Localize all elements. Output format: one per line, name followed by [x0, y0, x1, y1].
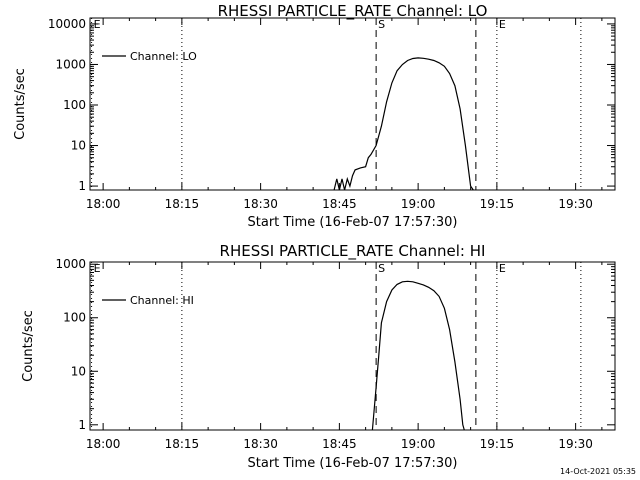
x-axis-label: Start Time (16-Feb-07 17:57:30): [248, 456, 458, 471]
x-tick-label: 19:30: [558, 197, 593, 211]
x-tick-label: 18:30: [243, 437, 278, 451]
footer-timestamp: 14-Oct-2021 05:35: [560, 467, 636, 476]
series-line: [333, 57, 474, 191]
x-tick-label: 18:00: [86, 437, 121, 451]
y-tick-label: 10000: [48, 17, 86, 31]
y-axis-label: Counts/sec: [21, 310, 36, 382]
x-tick-label: 18:15: [165, 437, 200, 451]
x-axis-label: Start Time (16-Feb-07 17:57:30): [248, 215, 458, 230]
hi-channel-panel: RHESSI PARTICLE_RATE Channel: HI 18:00 18:…: [21, 242, 616, 471]
event-marker-label: S: [378, 262, 385, 275]
event-marker-label: E: [499, 18, 506, 31]
event-marker-label: E: [94, 262, 101, 275]
legend-label: Channel: LO: [130, 50, 197, 63]
lo-channel-panel: RHESSI PARTICLE_RATE Channel: LO 18:00 18:…: [13, 2, 616, 230]
x-tick-label: 19:00: [401, 437, 436, 451]
y-tick-label: 10: [71, 139, 86, 153]
y-tick-label: 1: [78, 418, 86, 432]
series-line: [371, 280, 465, 431]
x-tick-label: 19:30: [558, 437, 593, 451]
x-tick-label: 18:30: [243, 197, 278, 211]
x-tick-label: 19:00: [401, 197, 436, 211]
x-tick-label: 18:00: [86, 197, 121, 211]
x-tick-label: 18:45: [322, 437, 357, 451]
chart-title: RHESSI PARTICLE_RATE Channel: LO: [218, 2, 488, 21]
x-tick-label: 18:45: [322, 197, 357, 211]
chart-title: RHESSI PARTICLE_RATE Channel: HI: [220, 242, 486, 261]
plot-frame: [89, 17, 616, 191]
y-tick-label: 10: [71, 364, 86, 378]
y-tick-label: 100: [63, 311, 86, 325]
event-marker-label: E: [94, 18, 101, 31]
y-tick-label: 1000: [55, 57, 86, 71]
legend-label: Channel: HI: [130, 294, 194, 307]
x-tick-label: 19:15: [480, 437, 515, 451]
plot-frame: [89, 261, 616, 431]
y-tick-label: 1000: [55, 257, 86, 271]
x-tick-label: 18:15: [165, 197, 200, 211]
event-marker-label: S: [378, 18, 385, 31]
y-axis-label: Counts/sec: [13, 68, 28, 140]
x-tick-label: 19:15: [480, 197, 515, 211]
y-tick-label: 1: [78, 179, 86, 193]
event-marker-label: E: [499, 262, 506, 275]
y-tick-label: 100: [63, 98, 86, 112]
